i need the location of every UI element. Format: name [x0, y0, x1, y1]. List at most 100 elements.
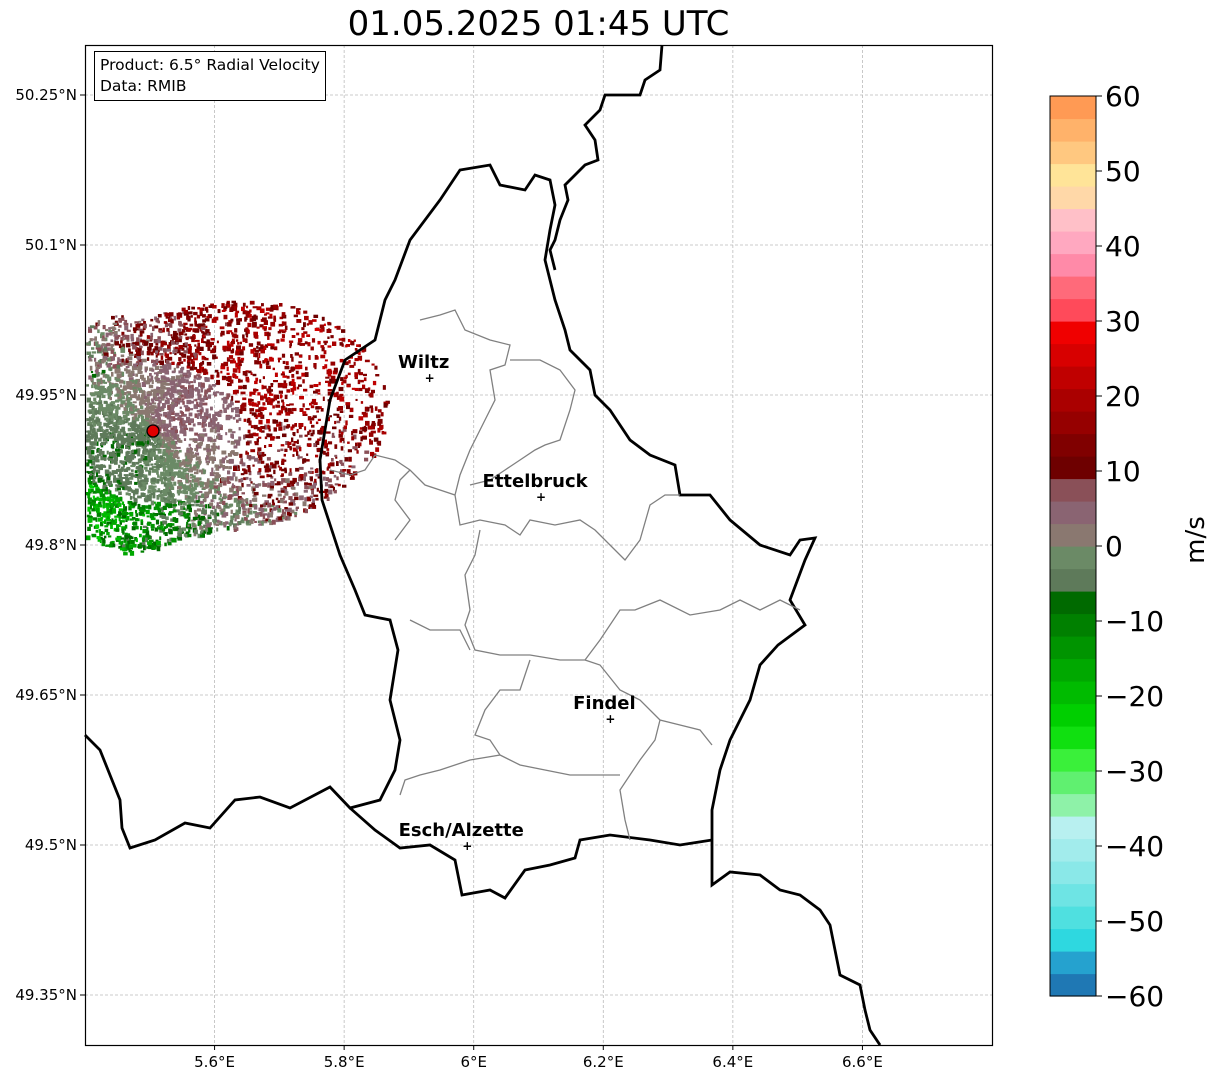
- radar-echo-pixel: [179, 394, 184, 398]
- radar-echo-pixel: [157, 387, 161, 391]
- radar-echo-pixel: [186, 519, 189, 522]
- radar-echo-pixel: [114, 487, 119, 492]
- radar-echo-pixel: [208, 413, 211, 419]
- radar-echo-pixel: [327, 370, 332, 374]
- radar-echo-pixel: [123, 552, 128, 556]
- radar-echo-pixel: [270, 305, 275, 310]
- radar-echo-pixel: [198, 491, 203, 494]
- radar-echo-pixel: [167, 452, 172, 456]
- radar-echo-pixel: [323, 443, 328, 446]
- radar-echo-pixel: [310, 346, 314, 351]
- radar-echo-pixel: [129, 518, 134, 521]
- radar-echo-pixel: [181, 411, 184, 416]
- radar-echo-pixel: [238, 478, 242, 483]
- radar-echo-pixel: [152, 364, 157, 367]
- radar-echo-pixel: [167, 497, 170, 500]
- radar-echo-pixel: [126, 544, 131, 549]
- radar-echo-pixel: [161, 370, 167, 373]
- radar-echo-pixel: [242, 346, 246, 351]
- radar-echo-pixel: [223, 314, 228, 320]
- radar-echo-pixel: [268, 327, 272, 331]
- radar-echo-pixel: [238, 486, 242, 491]
- radar-echo-pixel: [233, 466, 237, 471]
- radar-echo-pixel: [177, 537, 183, 541]
- radar-echo-pixel: [183, 358, 186, 362]
- radar-echo-pixel: [238, 318, 242, 322]
- radar-echo-pixel: [315, 406, 320, 410]
- radar-echo-pixel: [219, 391, 224, 396]
- radar-echo-pixel: [106, 519, 111, 522]
- radar-echo-pixel: [91, 469, 95, 474]
- radar-echo-pixel: [339, 393, 344, 397]
- radar-echo-pixel: [146, 335, 150, 339]
- radar-echo-pixel: [329, 470, 335, 474]
- radar-echo-pixel: [289, 468, 292, 473]
- radar-echo-pixel: [206, 362, 212, 366]
- radar-echo-pixel: [140, 415, 145, 419]
- city-marker-icon: +: [536, 490, 546, 504]
- radar-echo-pixel: [186, 315, 191, 320]
- radar-echo-pixel: [220, 370, 223, 374]
- radar-echo-pixel: [247, 507, 252, 510]
- radar-echo-pixel: [339, 358, 344, 363]
- radar-echo-pixel: [188, 372, 191, 378]
- radar-echo-pixel: [298, 426, 302, 430]
- radar-echo-pixel: [304, 484, 308, 490]
- radar-echo-pixel: [106, 450, 109, 455]
- radar-echo-pixel: [285, 441, 289, 445]
- radar-echo-pixel: [184, 374, 190, 379]
- radar-echo-pixel: [204, 391, 207, 397]
- radar-echo-pixel: [183, 514, 187, 518]
- radar-echo-pixel: [237, 352, 242, 356]
- radar-echo-pixel: [282, 384, 288, 389]
- radar-echo-pixel: [140, 350, 144, 356]
- radar-echo-pixel: [234, 476, 238, 482]
- radar-echo-pixel: [310, 401, 315, 405]
- radar-echo-pixel: [130, 438, 134, 443]
- radar-echo-pixel: [152, 436, 156, 441]
- radar-echo-pixel: [194, 432, 199, 436]
- radar-echo-pixel: [282, 433, 287, 438]
- radar-echo-pixel: [269, 393, 274, 396]
- radar-echo-pixel: [157, 526, 160, 530]
- radar-echo-pixel: [200, 500, 204, 504]
- radar-echo-pixel: [340, 462, 345, 466]
- radar-echo-pixel: [184, 342, 188, 346]
- radar-echo-pixel: [145, 414, 148, 418]
- radar-echo-pixel: [317, 438, 321, 441]
- radar-echo-pixel: [270, 383, 274, 385]
- radar-echo-pixel: [202, 428, 207, 432]
- radar-echo-pixel: [318, 431, 323, 435]
- radar-echo-pixel: [231, 407, 234, 413]
- radar-echo-pixel: [150, 375, 154, 381]
- radar-echo-pixel: [185, 485, 190, 489]
- radar-echo-pixel: [190, 315, 193, 318]
- radar-echo-pixel: [255, 513, 259, 519]
- radar-echo-pixel: [119, 547, 125, 551]
- radar-echo-pixel: [193, 482, 199, 488]
- radar-echo-pixel: [141, 390, 146, 395]
- radar-echo-pixel: [256, 346, 259, 349]
- radar-echo-pixel: [246, 514, 250, 518]
- radar-echo-pixel: [236, 488, 240, 492]
- radar-echo-pixel: [195, 461, 201, 466]
- radar-echo-pixel: [247, 429, 251, 434]
- radar-echo-pixel: [99, 501, 102, 506]
- radar-echo-pixel: [118, 324, 122, 328]
- radar-echo-pixel: [126, 329, 131, 332]
- radar-echo-pixel: [111, 356, 115, 361]
- radar-echo-pixel: [195, 444, 199, 450]
- colorbar-tick-label: −20: [1105, 680, 1164, 713]
- radar-echo-pixel: [116, 373, 122, 378]
- radar-echo-pixel: [174, 378, 178, 382]
- radar-echo-pixel: [248, 470, 252, 476]
- radar-echo-pixel: [193, 438, 198, 441]
- radar-echo-pixel: [166, 442, 172, 447]
- radar-echo-pixel: [214, 515, 217, 520]
- radar-echo-pixel: [196, 414, 199, 419]
- radar-echo-pixel: [175, 341, 179, 345]
- radar-echo-pixel: [268, 389, 273, 392]
- radar-echo-pixel: [234, 400, 240, 403]
- radar-echo-pixel: [161, 444, 165, 449]
- radar-echo-pixel: [180, 389, 184, 393]
